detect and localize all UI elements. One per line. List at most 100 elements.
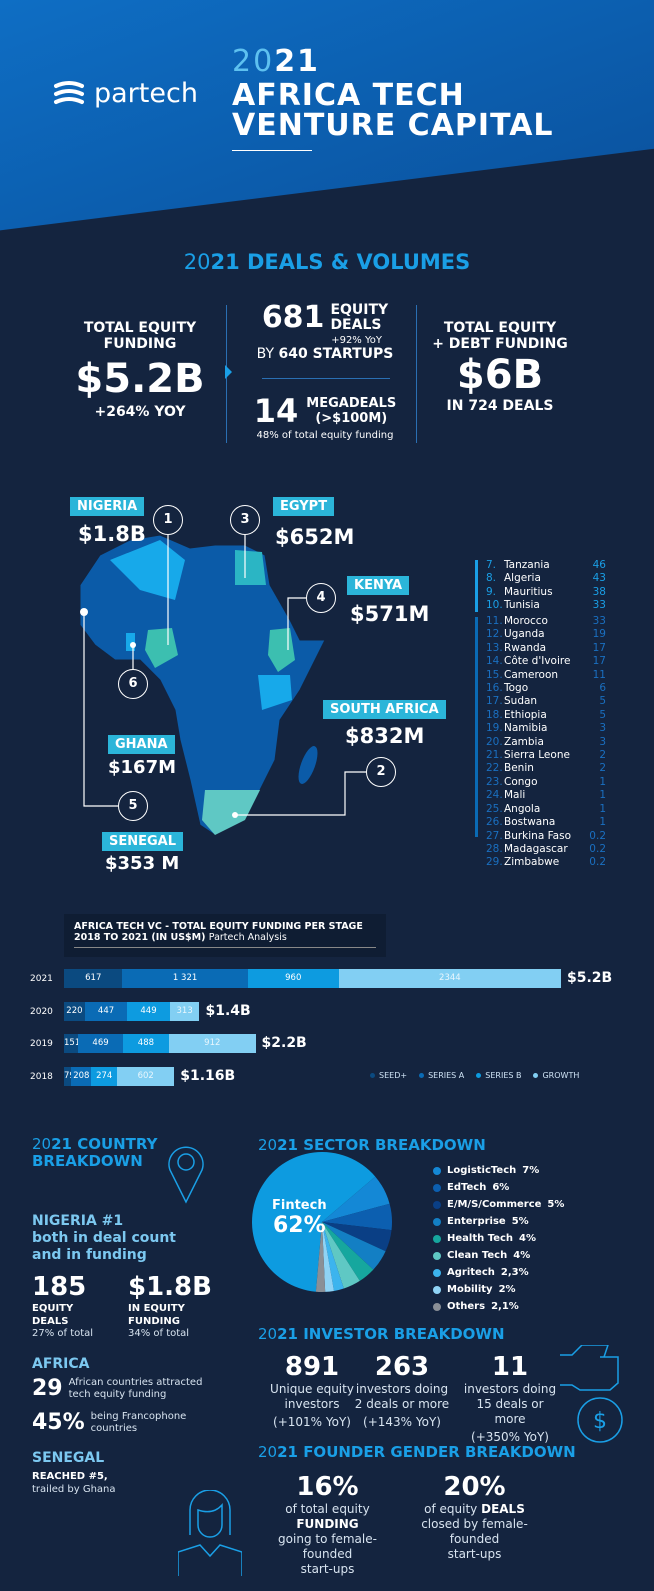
bar-segment-series-a: 447 (84, 1002, 128, 1021)
investor-stat: 263 investors doing 2 deals or more (+143% … (352, 1352, 452, 1430)
country-name: Benin (504, 762, 534, 775)
gender-text: going to female-founded (278, 1532, 377, 1561)
ranking-row: 20. Zambia 3 (486, 736, 606, 749)
fintech-label: Fintech 62% (272, 1198, 327, 1238)
legend-dot-icon (419, 1073, 425, 1078)
sector-percent: 2,1% (491, 1301, 519, 1312)
legend-dot-icon (433, 1166, 441, 1175)
ranking-row: 23. Congo 1 (486, 776, 606, 789)
deal-count: 17 (592, 641, 606, 654)
senegal-dot (80, 608, 88, 616)
nigeria-deals-stat: 185 EQUITY DEALS 27% of total (32, 1272, 94, 1339)
pie-slice-fintech (252, 1152, 376, 1292)
rank-bar (475, 560, 478, 612)
rank-number: 9. (486, 585, 497, 598)
country-name: Namibia (504, 722, 548, 735)
gender-stat: 16% of total equity FUNDING going to femal… (255, 1472, 400, 1577)
sector-percent: 6% (492, 1182, 510, 1193)
country-value-senegal: $353 M (105, 853, 180, 874)
ranking-row: 8. Algeria 43 (486, 572, 606, 585)
sector-pie-chart (252, 1152, 392, 1292)
gender-number: 20% (443, 1472, 506, 1502)
header-title-2: VENTURE CAPITAL (232, 108, 554, 143)
rank-number: 17. (486, 695, 503, 708)
francophone-stat: 45% being Francophone countries (32, 1410, 187, 1435)
bar-segment-growth: 2344 (338, 969, 561, 988)
algeria-region (110, 540, 185, 600)
deal-count: 3 (599, 722, 606, 735)
logo-text: partech (94, 78, 198, 109)
equity-funding-stat: TOTAL EQUITY FUNDING $5.2B +264% YOY (75, 320, 205, 420)
country-name: Rwanda (504, 641, 547, 654)
deal-count: 11 (592, 668, 606, 681)
rank-number: 27. (486, 829, 503, 842)
gender-stat: 20% of equity DEALS closed by female-found… (402, 1472, 547, 1562)
bar-segment-series-a: 1 321 (122, 969, 248, 988)
divider (416, 305, 417, 443)
country-label-south-africa: SOUTH AFRICA (323, 700, 446, 719)
pie-slice-health-tech (322, 1222, 374, 1281)
south-africa-region (202, 790, 260, 835)
ranking-row: 17. Sudan 5 (486, 695, 606, 708)
bar-segment-seed-: 79 (64, 1067, 75, 1086)
sector-legend-item: LogisticTech 7% (433, 1162, 564, 1179)
sector-legend-item: Mobility 2% (433, 1281, 564, 1298)
bar-total-label: $5.2B (567, 970, 613, 986)
ghana-region (126, 633, 135, 651)
investor-text: investors (284, 1397, 340, 1411)
divider (262, 378, 390, 379)
gender-text: start-ups (300, 1562, 355, 1576)
year-label: 2021 (30, 974, 53, 984)
bar-segment-series-b: 274 (91, 1067, 118, 1086)
legend-item: SERIES B (476, 1071, 521, 1080)
rank-number: 25. (486, 802, 503, 815)
legend-dot-icon (433, 1217, 441, 1226)
rank-circle: 5 (118, 791, 148, 821)
country-name: Tanzania (504, 559, 550, 571)
country-value-nigeria: $1.8B (78, 522, 146, 546)
country-name: Bostwana (504, 816, 556, 829)
rank-number: 8. (486, 572, 497, 585)
investor-text: (+101% YoY) (273, 1415, 351, 1429)
bar-segment-series-b: 488 (122, 1034, 170, 1053)
sector-legend: LogisticTech 7% EdTech 6% E/M/S/Commerce 5% En… (433, 1162, 564, 1315)
nigeria-funding-stat: $1.8B IN EQUITY FUNDING 34% of total (128, 1272, 212, 1339)
bar-segment-growth: 602 (117, 1067, 175, 1086)
south-africa-dot (232, 812, 238, 818)
country-name: Cameroon (504, 668, 559, 681)
nigeria-region (145, 628, 178, 668)
bar-segment-growth: 912 (169, 1034, 256, 1053)
rank-number: 29. (486, 856, 503, 869)
investor-text: investors doing (355, 1382, 449, 1396)
legend-item: SEED+ (370, 1071, 407, 1080)
legend-dot-icon (433, 1200, 441, 1209)
money-bag-icon: $ (560, 1345, 623, 1443)
ranking-row: 19. Namibia 3 (486, 722, 606, 735)
equity-debt-stat: TOTAL EQUITY + DEBT FUNDING $6B IN 724 DE… (432, 320, 568, 414)
investor-stat: 891 Unique equity investors (+101% YoY) (262, 1352, 362, 1430)
deal-count: 46 (592, 559, 606, 571)
senegal-note: REACHED #5, trailed by Ghana (32, 1471, 116, 1495)
ranking-rest: 11. Morocco 33 12. Uganda 19 13. Rwanda 17 14. Côt… (486, 615, 606, 870)
rank-number: 10. (486, 599, 503, 612)
country-name: Zimbabwe (504, 856, 560, 869)
investor-number: 891 (284, 1352, 340, 1382)
sector-legend-item: Agritech 2,3% (433, 1264, 564, 1281)
deal-count: 0.2 (589, 842, 606, 855)
deal-count: 5 (599, 708, 606, 721)
country-name: Côte d'Ivoire (504, 655, 571, 668)
gender-number: 16% (296, 1472, 359, 1502)
bar-total-label: $1.4B (205, 1003, 251, 1019)
africa-headline: AFRICA (32, 1356, 90, 1372)
arrow-icon (225, 365, 232, 379)
pie-slice-e-m-s-commerce (322, 1222, 392, 1252)
sector-name: EdTech (447, 1182, 487, 1193)
country-name: Mauritius (504, 585, 553, 598)
sector-title: 2021 SECTOR BREAKDOWN (258, 1136, 486, 1154)
deal-count: 17 (592, 655, 606, 668)
sector-name: Clean Tech (447, 1250, 508, 1261)
legend-dot-icon (533, 1073, 539, 1078)
egypt-region (235, 550, 266, 585)
gender-text-pre: of equity (424, 1502, 482, 1516)
country-label-ghana: GHANA (108, 735, 175, 754)
